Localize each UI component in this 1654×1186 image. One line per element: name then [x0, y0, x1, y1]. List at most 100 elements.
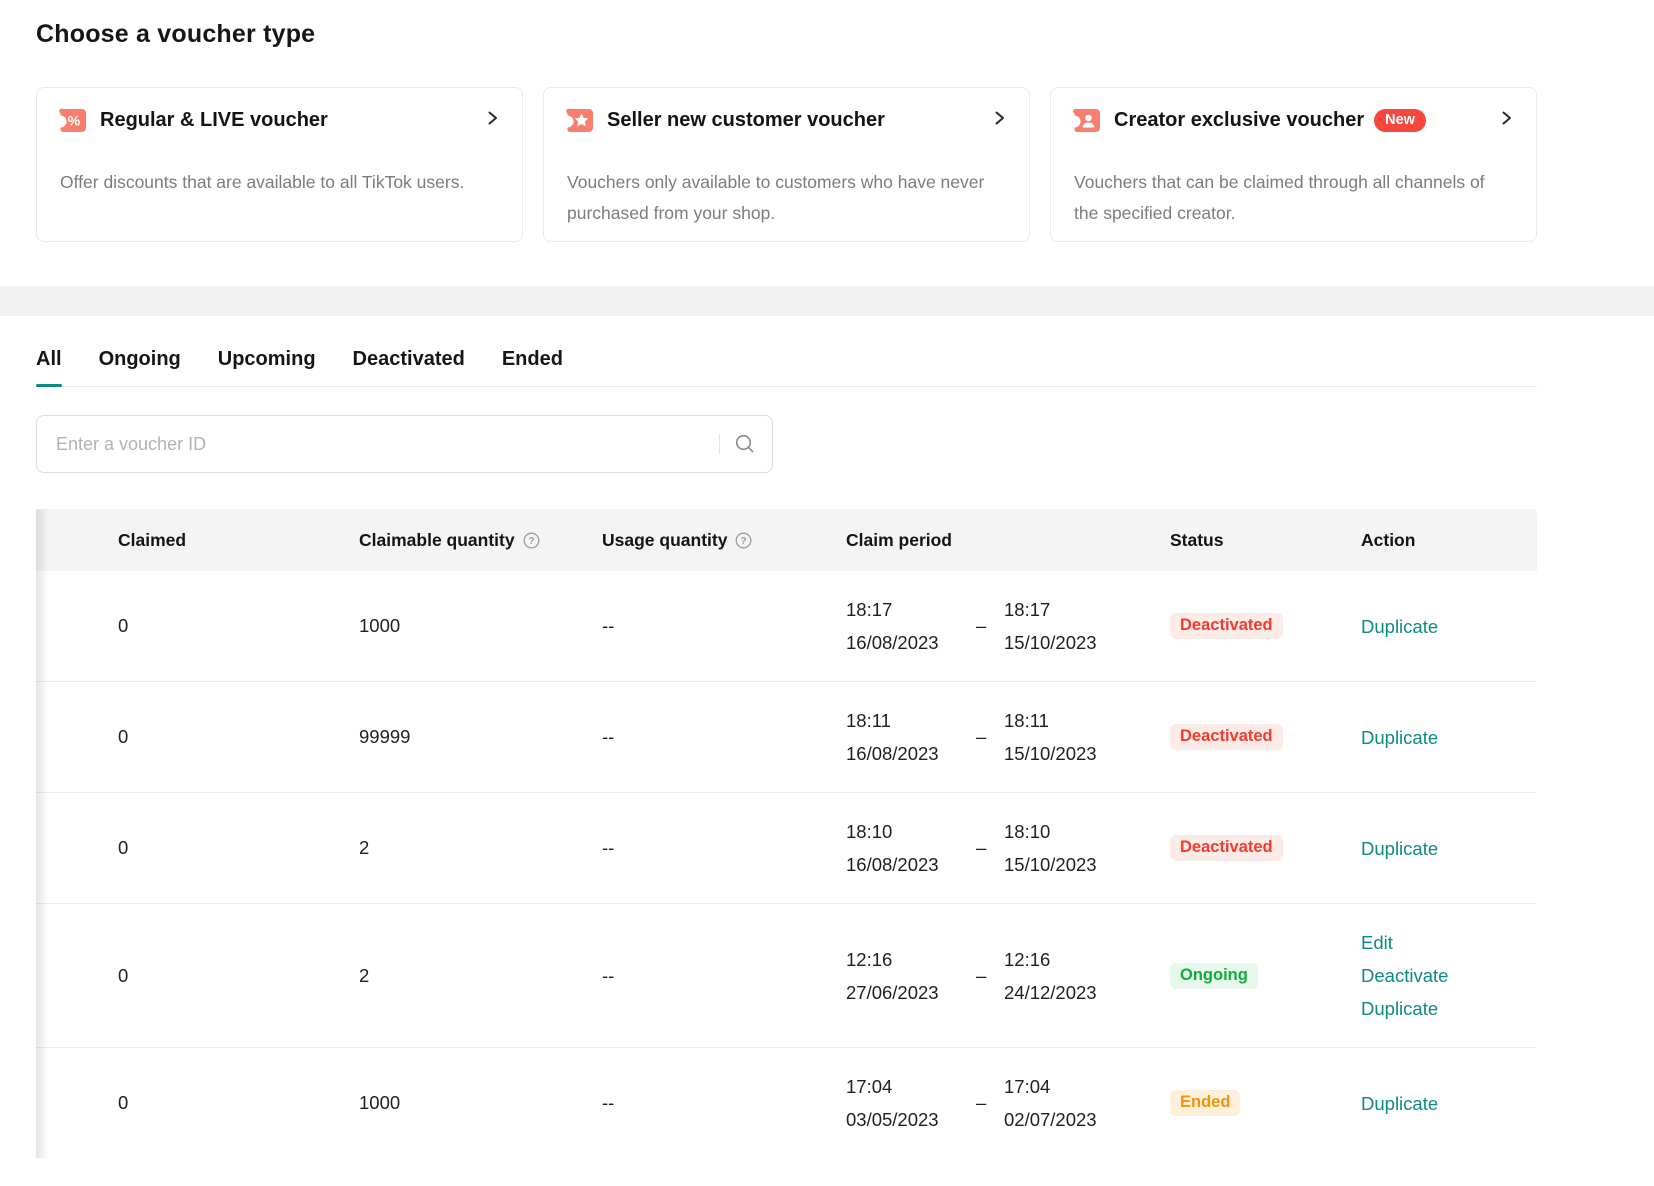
- action-cell: Edit Deactivate Duplicate: [1361, 926, 1537, 1025]
- status-badge: Ongoing: [1170, 962, 1258, 989]
- percent-ticket-icon: %: [59, 108, 87, 133]
- claim-end-time: 12:16: [1004, 948, 1051, 970]
- claimable-quantity-cell: 1000: [359, 1092, 401, 1113]
- claim-start-date: 27/06/2023: [846, 981, 939, 1003]
- duplicate-link[interactable]: Duplicate: [1361, 998, 1439, 1019]
- table-row: 0 1000 -- 18:17 16/08/2023 – 18:17 15/10…: [36, 571, 1537, 681]
- table-row: 0 1000 -- 17:04 03/05/2023 – 17:04 02/07…: [36, 1047, 1537, 1158]
- voucher-table: Claimed Claimable quantity ? Usage quant…: [36, 509, 1537, 1158]
- voucher-card-title: Creator exclusive voucher: [1114, 108, 1365, 131]
- svg-text:?: ?: [741, 536, 747, 547]
- voucher-type-card[interactable]: % Regular & LIVE voucher Offer discounts…: [36, 87, 523, 242]
- claim-start-date: 16/08/2023: [846, 743, 939, 764]
- table-row: 0 2 -- 18:10 16/08/2023 – 18:10 15/10/20…: [36, 792, 1537, 903]
- tab-ended[interactable]: Ended: [501, 348, 563, 370]
- tab-all[interactable]: All: [36, 348, 62, 387]
- status-badge: Deactivated: [1170, 724, 1283, 750]
- action-cell: Duplicate: [1361, 721, 1537, 754]
- voucher-card-header: % Regular & LIVE voucher: [37, 88, 522, 152]
- table-column-header: Usage quantity ?: [602, 509, 846, 571]
- edit-link[interactable]: Edit: [1361, 932, 1393, 953]
- help-icon[interactable]: ?: [522, 531, 541, 550]
- status-badge: Deactivated: [1170, 613, 1283, 639]
- table-column-header: Claimed: [118, 530, 187, 550]
- claim-end-date: 15/10/2023: [1004, 632, 1097, 653]
- claim-period-cell: 18:10 16/08/2023 – 18:10 15/10/2023: [846, 815, 1170, 881]
- table-column-header: Action: [1361, 530, 1416, 550]
- claim-start-time: 12:16: [846, 948, 893, 970]
- status-filter-tabs: All Ongoing Upcoming Deactivated Ended: [36, 348, 1537, 387]
- voucher-card-description: Vouchers that can be claimed through all…: [1074, 172, 1485, 223]
- table-column-header: Status: [1170, 530, 1224, 550]
- claim-start-date: 03/05/2023: [846, 1109, 939, 1130]
- duplicate-link[interactable]: Duplicate: [1361, 615, 1439, 637]
- claim-end-date: 15/10/2023: [1004, 743, 1097, 764]
- usage-quantity-cell: --: [602, 837, 615, 858]
- chevron-right-icon: [992, 110, 1007, 131]
- voucher-card-description: Vouchers only available to customers who…: [567, 172, 985, 223]
- voucher-card-title: Seller new customer voucher: [607, 108, 885, 131]
- table-column-header: Claimable quantity ?: [359, 509, 602, 571]
- claim-period-cell: 18:17 16/08/2023 – 18:17 15/10/2023: [846, 593, 1170, 659]
- claim-start-date: 16/08/2023: [846, 632, 939, 653]
- search-icon[interactable]: [734, 433, 756, 455]
- new-badge: New: [1374, 108, 1426, 132]
- claim-start-date: 16/08/2023: [846, 854, 939, 875]
- voucher-type-card[interactable]: Creator exclusive voucher New Vouchers t…: [1050, 87, 1537, 242]
- claim-start-time: 18:11: [846, 710, 891, 731]
- tab-deactivated[interactable]: Deactivated: [352, 348, 465, 370]
- voucher-search-box[interactable]: [36, 415, 773, 473]
- claim-end-time: 18:11: [1004, 710, 1049, 731]
- duplicate-link[interactable]: Duplicate: [1361, 726, 1439, 748]
- action-cell: Duplicate: [1361, 610, 1537, 643]
- claimable-quantity-cell: 1000: [359, 615, 401, 636]
- claim-end-time: 17:04: [1004, 1076, 1051, 1097]
- section-divider-band: [0, 286, 1654, 316]
- voucher-card-title: Regular & LIVE voucher: [100, 108, 328, 131]
- voucher-type-card[interactable]: Seller new customer voucher Vouchers onl…: [543, 87, 1030, 242]
- claim-end-time: 18:10: [1004, 821, 1051, 842]
- claim-end-date: 02/07/2023: [1004, 1109, 1097, 1130]
- usage-quantity-cell: --: [602, 726, 615, 747]
- usage-quantity-cell: --: [602, 1092, 615, 1113]
- chevron-right-icon: [1499, 110, 1514, 131]
- claim-end-date: 24/12/2023: [1004, 981, 1097, 1003]
- voucher-card-description: Offer discounts that are available to al…: [60, 172, 465, 192]
- claimed-cell: 0: [118, 726, 129, 747]
- claimed-cell: 0: [118, 1092, 129, 1113]
- claimable-quantity-cell: 2: [359, 837, 370, 858]
- search-input[interactable]: [56, 433, 713, 455]
- voucher-type-section: Choose a voucher type % Regular & LIVE v…: [0, 0, 1654, 286]
- action-cell: Duplicate: [1361, 1087, 1537, 1120]
- claimed-cell: 0: [118, 837, 129, 858]
- claimable-quantity-cell: 2: [359, 964, 370, 986]
- claimed-cell: 0: [118, 964, 129, 986]
- claim-period-cell: 12:16 27/06/2023 – 12:16 24/12/2023: [846, 943, 1170, 1009]
- table-column-header: Claim period: [846, 530, 952, 550]
- period-separator: –: [976, 726, 987, 747]
- status-badge: Ended: [1170, 1090, 1241, 1116]
- table-row: 0 2 -- 12:16 27/06/2023 – 12:16 24/12/20…: [36, 903, 1537, 1047]
- duplicate-link[interactable]: Duplicate: [1361, 1092, 1439, 1114]
- claim-end-date: 15/10/2023: [1004, 854, 1097, 875]
- page-title: Choose a voucher type: [36, 20, 316, 48]
- creator-ticket-icon: [1073, 108, 1101, 133]
- claim-end-time: 18:17: [1004, 599, 1051, 620]
- table-body: 0 1000 -- 18:17 16/08/2023 – 18:17 15/10…: [36, 571, 1537, 1158]
- star-ticket-icon: [566, 108, 594, 133]
- duplicate-link[interactable]: Duplicate: [1361, 837, 1439, 859]
- svg-text:?: ?: [528, 536, 534, 547]
- tab-ongoing[interactable]: Ongoing: [98, 348, 181, 370]
- help-icon[interactable]: ?: [734, 531, 753, 550]
- table-row: 0 99999 -- 18:11 16/08/2023 – 18:11 15/1…: [36, 681, 1537, 792]
- period-separator: –: [976, 1092, 987, 1113]
- svg-text:%: %: [68, 112, 81, 128]
- chevron-right-icon: [485, 110, 500, 131]
- tab-upcoming[interactable]: Upcoming: [217, 348, 316, 370]
- period-separator: –: [976, 964, 987, 986]
- claimable-quantity-cell: 99999: [359, 726, 411, 747]
- claimed-cell: 0: [118, 615, 129, 636]
- action-cell: Duplicate: [1361, 832, 1537, 865]
- deactivate-link[interactable]: Deactivate: [1361, 965, 1449, 986]
- status-badge: Deactivated: [1170, 835, 1283, 861]
